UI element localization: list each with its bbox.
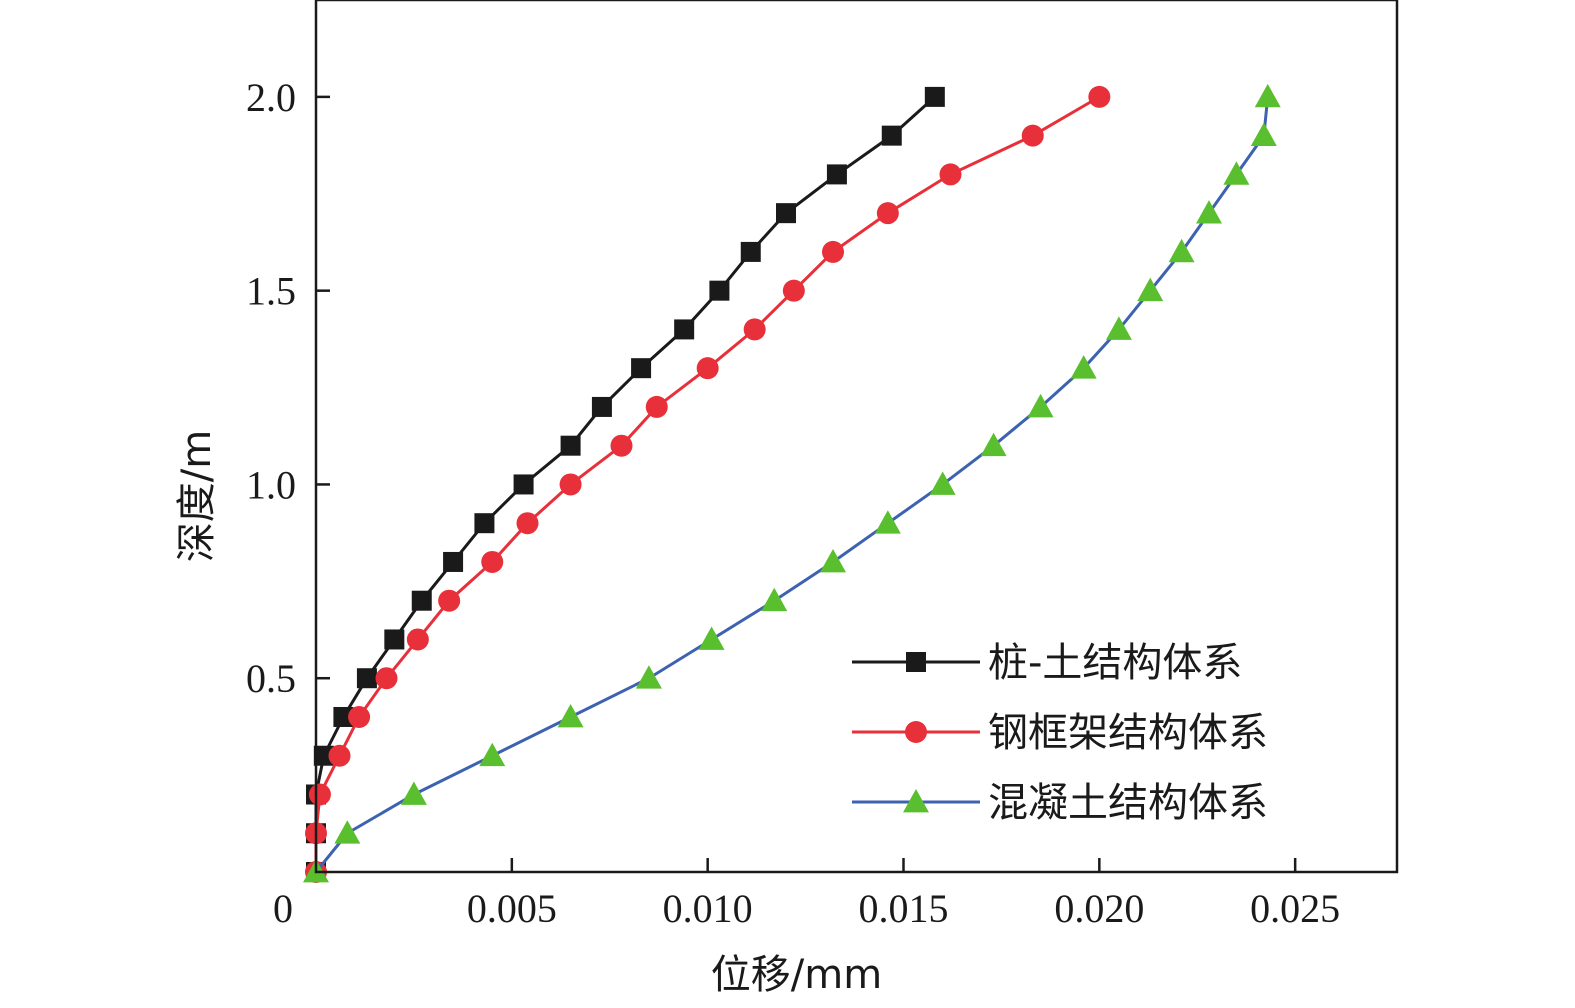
x-tick-label: 0.020	[1054, 886, 1144, 931]
series-circle	[305, 85, 1111, 883]
series-square	[306, 86, 945, 882]
data-point-square	[631, 358, 652, 379]
data-point-square	[826, 164, 847, 185]
legend-label: 混凝土结构体系	[988, 780, 1268, 826]
y-axis-ticks: 0.5 1.0 1.5 2.0	[246, 75, 330, 701]
legend-marker-triangle	[903, 789, 929, 813]
y-tick-label: 1.5	[246, 269, 296, 314]
data-point-triangle	[334, 820, 361, 844]
data-point-circle	[822, 240, 844, 263]
data-point-circle	[1088, 85, 1111, 108]
legend-label: 桩-土结构体系	[988, 640, 1242, 686]
data-point-square	[924, 86, 945, 107]
legend-marker-square	[906, 652, 926, 672]
series-line-square	[314, 95, 936, 872]
data-point-square	[513, 474, 534, 495]
data-point-circle	[743, 318, 766, 341]
data-point-circle	[438, 589, 461, 612]
data-point-triangle	[635, 665, 662, 689]
data-point-triangle	[400, 781, 427, 805]
series-line-circle	[314, 95, 1101, 872]
data-point-circle	[559, 473, 582, 496]
data-point-triangle	[1196, 200, 1222, 224]
data-point-triangle	[1168, 238, 1195, 263]
legend-label: 钢框架结构体系	[988, 710, 1268, 756]
data-point-circle	[308, 783, 331, 806]
data-point-triangle	[929, 471, 956, 495]
x-axis-ticks: 0 0.005 0.010 0.015 0.020 0.025	[273, 858, 1340, 931]
data-point-square	[443, 551, 464, 572]
data-point-triangle	[761, 587, 788, 612]
data-point-circle	[375, 667, 398, 690]
legend-item-triangle: 混凝土结构体系	[852, 780, 1268, 826]
data-point-triangle	[479, 742, 506, 767]
plot-area	[303, 83, 1281, 883]
data-point-square	[709, 280, 730, 301]
legend-item-circle: 钢框架结构体系	[852, 710, 1268, 756]
data-point-square	[356, 668, 377, 689]
y-tick-label: 2.0	[246, 75, 296, 120]
data-point-triangle	[557, 703, 584, 728]
data-point-triangle	[1137, 277, 1164, 302]
data-point-square	[313, 745, 334, 766]
data-point-circle	[939, 163, 962, 186]
legend-marker-circle	[905, 721, 927, 743]
data-point-circle	[406, 628, 429, 651]
data-point-triangle	[1105, 316, 1132, 340]
data-point-triangle	[1027, 393, 1054, 418]
data-point-square	[560, 435, 581, 456]
data-point-circle	[1021, 124, 1044, 147]
data-point-square	[384, 629, 405, 650]
legend-item-square: 桩-土结构体系	[852, 640, 1242, 686]
data-point-square	[881, 125, 902, 146]
x-tick-label: 0.010	[663, 886, 753, 931]
x-tick-label: 0.015	[859, 886, 949, 931]
data-point-triangle	[980, 432, 1007, 457]
data-point-square	[333, 706, 354, 727]
data-point-square	[740, 241, 761, 262]
data-point-circle	[782, 279, 805, 302]
data-point-square	[411, 590, 432, 611]
data-point-triangle	[698, 626, 725, 650]
data-point-triangle	[820, 548, 846, 573]
data-point-triangle	[1070, 355, 1097, 379]
data-point-circle	[348, 705, 371, 728]
data-point-triangle	[1250, 122, 1277, 147]
y-axis-title: 深度/m	[174, 430, 220, 562]
data-point-circle	[328, 744, 351, 767]
data-point-circle	[876, 202, 899, 225]
data-point-circle	[696, 357, 719, 380]
y-tick-label: 1.0	[246, 462, 296, 507]
data-point-circle	[516, 512, 539, 535]
data-point-triangle	[1223, 161, 1250, 185]
plot-frame	[314, 0, 1399, 874]
y-tick-label: 0.5	[246, 656, 296, 701]
data-point-triangle	[874, 510, 901, 534]
data-point-square	[474, 513, 495, 534]
x-tick-label: 0.025	[1250, 886, 1340, 931]
x-tick-label: 0.005	[467, 886, 557, 931]
data-point-circle	[481, 550, 504, 573]
series-triangle	[303, 83, 1281, 883]
x-axis-title: 位移/mm	[711, 952, 882, 998]
data-point-square	[674, 319, 695, 340]
data-point-circle	[645, 395, 668, 418]
data-point-square	[591, 396, 612, 417]
data-point-triangle	[1254, 83, 1281, 108]
x-tick-label: 0	[273, 886, 293, 931]
data-point-circle	[610, 434, 633, 457]
data-point-square	[776, 203, 796, 224]
